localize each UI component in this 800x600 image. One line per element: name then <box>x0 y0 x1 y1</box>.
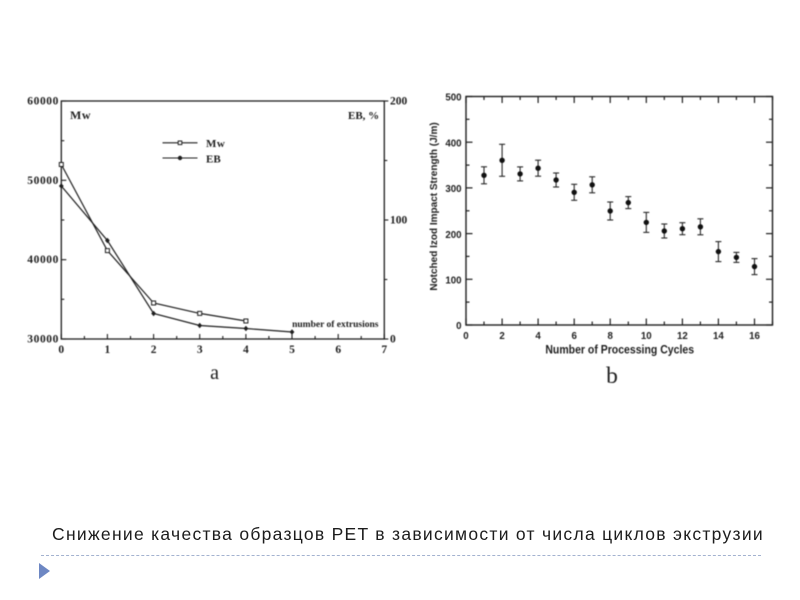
svg-text:EB, %: EB, % <box>348 110 379 122</box>
svg-text:2: 2 <box>499 331 504 342</box>
svg-text:200: 200 <box>390 96 408 108</box>
svg-text:Mw: Mw <box>206 138 225 150</box>
svg-text:10: 10 <box>641 331 652 342</box>
svg-text:3: 3 <box>197 344 203 356</box>
svg-text:1: 1 <box>105 344 111 356</box>
svg-text:number of extrusions: number of extrusions <box>292 320 379 330</box>
svg-text:100: 100 <box>390 215 408 227</box>
svg-text:0: 0 <box>463 331 468 342</box>
svg-text:0: 0 <box>456 321 461 332</box>
svg-text:Number of Processing Cycles: Number of Processing Cycles <box>545 344 694 357</box>
svg-text:Notched Izod Impact Strength (: Notched Izod Impact Strength (J/m) <box>429 122 440 290</box>
svg-text:16: 16 <box>749 331 760 342</box>
svg-text:200: 200 <box>445 230 461 241</box>
svg-text:60000: 60000 <box>27 96 59 108</box>
svg-text:4: 4 <box>535 331 541 342</box>
svg-text:30000: 30000 <box>27 334 59 346</box>
svg-text:300: 300 <box>445 184 461 195</box>
svg-text:a: a <box>210 362 219 384</box>
svg-text:b: b <box>606 363 618 389</box>
svg-text:14: 14 <box>713 331 724 342</box>
svg-text:5: 5 <box>289 344 295 356</box>
svg-text:400: 400 <box>445 138 461 149</box>
svg-text:4: 4 <box>243 344 249 356</box>
svg-text:100: 100 <box>445 276 461 287</box>
svg-text:EB: EB <box>206 154 221 166</box>
svg-text:50000: 50000 <box>27 175 59 187</box>
svg-text:Mw: Mw <box>70 108 91 122</box>
svg-text:7: 7 <box>381 344 387 356</box>
svg-text:0: 0 <box>390 334 396 346</box>
svg-text:12: 12 <box>677 331 688 342</box>
svg-text:6: 6 <box>335 344 341 356</box>
svg-text:0: 0 <box>58 344 64 356</box>
svg-text:40000: 40000 <box>27 254 59 266</box>
svg-text:6: 6 <box>572 331 578 342</box>
svg-text:2: 2 <box>151 344 157 356</box>
svg-text:500: 500 <box>445 93 461 104</box>
svg-text:8: 8 <box>608 331 614 342</box>
